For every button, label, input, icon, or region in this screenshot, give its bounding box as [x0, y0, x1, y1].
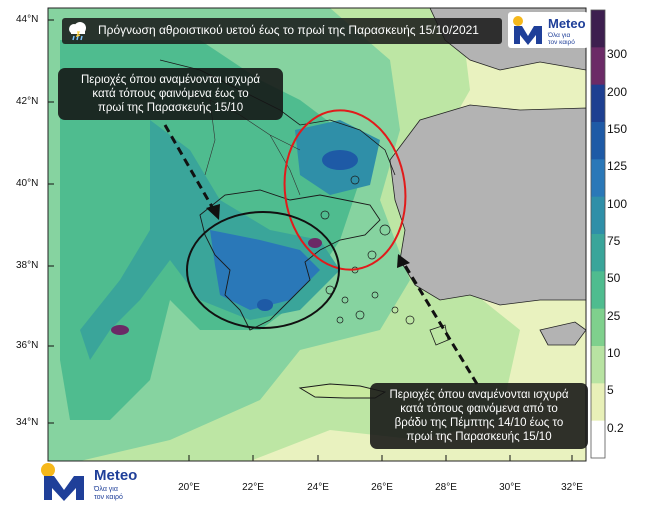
lon-label: 26°E: [371, 482, 393, 493]
colorbar-label: 0.2: [607, 421, 624, 435]
lon-label: 30°E: [499, 482, 521, 493]
colorbar-label: 125: [607, 159, 628, 173]
lon-label: 22°E: [242, 482, 264, 493]
lon-label: 24°E: [307, 482, 329, 493]
callout-east-line: κατά τόπους φαινόμενα από το: [400, 403, 558, 415]
colorbar-label: 150: [607, 122, 628, 136]
land-cyprus: [539, 321, 586, 346]
logo-tagline: τον καιρό: [548, 39, 575, 46]
colorbar-label: 10: [607, 346, 621, 360]
precip-core-blue: [210, 230, 320, 310]
callout-east-line: βράδυ της Πέμπτης 14/10 έως το: [394, 417, 564, 429]
colorbar-frame: [590, 9, 606, 459]
lat-label: 42°N: [16, 96, 39, 107]
arrow-east-line: [401, 261, 479, 385]
colorbar-swatch: [591, 346, 605, 384]
highlight-ellipse-east: [283, 109, 407, 271]
meteo-logo-top: Meteo Όλα για τον καιρό: [508, 12, 588, 48]
meteo-logo-bottom: Meteo Όλα για τον καιρό: [38, 462, 148, 502]
rain-cloud-icon: [69, 22, 86, 41]
callout-west-line: Περιοχές όπου αναμένονται ισχυρά: [80, 74, 261, 86]
arrow-west-line: [163, 124, 217, 213]
lat-label: 36°N: [16, 340, 39, 351]
callout-east-line: Περιοχές όπου αναμένονται ισχυρά: [389, 389, 569, 401]
precip-spot-ionian: [111, 325, 129, 335]
logo-word: Meteo: [94, 467, 138, 484]
lat-label: 34°N: [16, 417, 39, 428]
colorbar-label: 25: [607, 309, 621, 323]
aegean-islands: [320, 175, 415, 325]
logo-tagline: τον καιρό: [94, 494, 123, 501]
colorbar-label: 50: [607, 271, 621, 285]
lat-label: 38°N: [16, 260, 39, 271]
colorbar-label: 100: [607, 197, 628, 211]
coastline-greece: [199, 189, 381, 331]
callout-west: Περιοχές όπου αναμένονται ισχυρά κατά τό…: [58, 68, 283, 120]
colorbar-swatch: [591, 10, 605, 48]
colorbar-swatch: [591, 122, 605, 160]
colorbar-swatch: [591, 308, 605, 347]
arrow-west-head: [206, 204, 220, 220]
callout-east: Περιοχές όπου αναμένονται ισχυρά κατά τό…: [370, 383, 588, 449]
colorbar-swatch: [591, 84, 605, 123]
colorbar-swatch: [591, 159, 605, 198]
lat-label: 44°N: [16, 14, 39, 25]
colorbar-swatch: [591, 234, 605, 272]
colorbar-swatch: [591, 271, 605, 310]
colorbar-swatch: [591, 383, 605, 422]
lat-label: 40°N: [16, 178, 39, 189]
colorbar-swatch: [591, 420, 605, 459]
precip-spot-attica: [308, 238, 322, 248]
highlight-ellipse-west: [186, 211, 340, 329]
colorbar-label: 200: [607, 85, 628, 99]
colorbar-label: 300: [607, 47, 628, 61]
callout-west-line: πρωί της Παρασκευής 15/10: [97, 102, 244, 114]
colorbar-label: 5: [607, 383, 614, 397]
coastline-rhodes: [429, 324, 449, 346]
land-turkey: [389, 104, 586, 306]
logo-tagline: Όλα για: [548, 32, 571, 39]
colorbar-swatch: [591, 47, 605, 86]
arrow-east-head: [397, 254, 410, 268]
precip-spot-north-aegean: [322, 150, 358, 170]
callout-east-line: πρωί της Παρασκευής 15/10: [406, 431, 552, 443]
lon-label: 20°E: [178, 482, 200, 493]
meteo-logo-mark: [41, 463, 84, 501]
callout-west-line: κατά τόπους φαινόμενα έως το: [92, 88, 249, 100]
lon-label: 32°E: [561, 482, 583, 493]
colorbar: [590, 9, 606, 459]
map-frame: [47, 7, 587, 462]
lon-label: 28°E: [435, 482, 457, 493]
logo-tagline: Όλα για: [94, 486, 118, 493]
graticule-ticks: [48, 19, 573, 461]
logo-word: Meteo: [548, 16, 586, 31]
map-title: Πρόγνωση αθροιστικού υετού έως το πρωί τ…: [98, 23, 479, 37]
colorbar-swatch: [591, 196, 605, 235]
precip-spot-peloponnese: [257, 299, 273, 311]
colorbar-label: 75: [607, 234, 621, 248]
meteo-logo-mark: [513, 16, 542, 45]
title-bar: Πρόγνωση αθροιστικού υετού έως το πρωί τ…: [62, 18, 502, 44]
